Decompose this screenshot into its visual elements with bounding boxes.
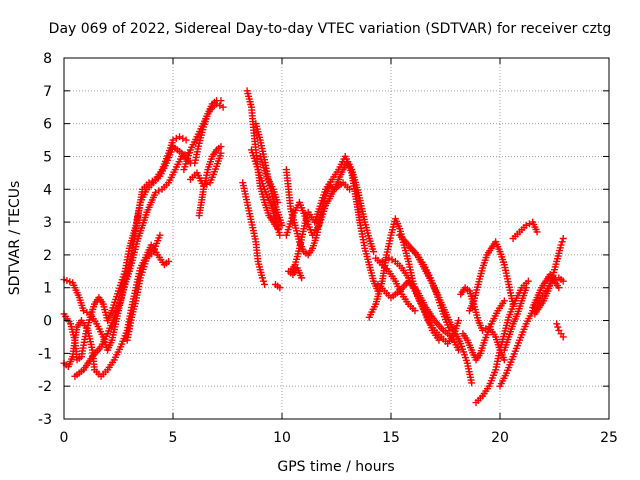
data-point-marker <box>559 333 567 341</box>
data-point-marker <box>411 307 419 315</box>
series-track-33 <box>531 235 567 318</box>
series-track-19 <box>285 264 306 282</box>
y-tick-label: 7 <box>43 84 52 100</box>
axis-ticks <box>63 57 610 420</box>
data-point-marker <box>346 185 354 193</box>
series-track-34 <box>553 320 567 341</box>
y-tick-label: 1 <box>43 281 52 297</box>
data-point-marker <box>276 231 284 239</box>
data-point-marker <box>468 379 476 387</box>
data-point-marker <box>533 228 541 236</box>
y-axis-label: SDTVAR / TECUs <box>7 181 23 296</box>
y-tick-labels: -3 -2 -1 0 1 2 3 4 5 6 7 8 <box>38 51 52 428</box>
data-point-marker <box>559 235 567 242</box>
series-track-26 <box>459 297 508 364</box>
series-track-15 <box>271 280 284 292</box>
data-point-marker <box>274 198 282 206</box>
series-track-25 <box>407 244 454 334</box>
data-point-marker <box>555 284 563 292</box>
x-tick-label: 10 <box>273 430 291 446</box>
data-point-marker <box>298 274 306 282</box>
data-point-marker <box>455 346 463 354</box>
x-axis-label: GPS time / hours <box>277 459 394 475</box>
data-point-marker <box>217 97 225 105</box>
data-point-marker <box>500 356 508 364</box>
y-tick-label: -2 <box>38 379 52 395</box>
y-tick-label: 2 <box>43 248 52 264</box>
x-tick-label: 0 <box>60 430 69 446</box>
series-track-27 <box>465 238 517 315</box>
series-track-9 <box>186 149 225 190</box>
y-tick-label: 0 <box>43 314 52 330</box>
data-point-marker <box>258 274 266 282</box>
series-track-17 <box>287 152 378 275</box>
data-point-marker <box>217 149 225 157</box>
series-track-11 <box>239 179 269 288</box>
series-track-35 <box>500 284 530 354</box>
series-track-13 <box>247 146 284 239</box>
data-point-marker <box>278 221 286 229</box>
data-point-marker <box>553 320 561 328</box>
data-point-marker <box>557 241 565 249</box>
data-point-marker <box>276 284 284 292</box>
series-track-18 <box>282 179 354 239</box>
data-point-marker <box>446 326 454 334</box>
y-tick-label: -3 <box>38 412 52 428</box>
data-point-marker <box>219 103 227 111</box>
data-point-marker <box>165 257 173 265</box>
data-point-marker <box>156 231 164 239</box>
series-track-8 <box>191 100 227 167</box>
data-point-marker <box>370 248 378 256</box>
data-point-marker <box>259 277 267 285</box>
data-point-marker <box>182 136 190 144</box>
series-track-22 <box>374 277 463 354</box>
y-tick-label: 6 <box>43 117 52 133</box>
x-tick-label: 20 <box>491 430 509 446</box>
data-point-marker <box>558 238 566 246</box>
data-point-marker <box>500 297 508 305</box>
data-point-marker <box>217 143 225 151</box>
data-point-marker <box>522 284 530 292</box>
x-tick-label: 15 <box>382 430 400 446</box>
series-track-24 <box>372 254 419 315</box>
data-point-marker <box>524 277 532 285</box>
series-track-28 <box>457 284 508 364</box>
x-tick-label: 25 <box>600 430 618 446</box>
series-track-31 <box>509 218 541 242</box>
y-tick-label: -1 <box>38 346 52 362</box>
series-track-32 <box>529 271 563 311</box>
data-point-marker <box>559 277 567 285</box>
y-tick-label: 5 <box>43 149 52 165</box>
series-track-4 <box>71 149 192 380</box>
data-points <box>60 87 567 407</box>
y-tick-label: 8 <box>43 51 52 67</box>
x-tick-labels: 0 5 10 15 20 25 <box>60 430 618 446</box>
data-point-marker <box>455 317 463 325</box>
series-track-14 <box>256 152 282 206</box>
data-point-marker <box>554 323 562 331</box>
x-tick-label: 5 <box>169 430 178 446</box>
plot-frame <box>63 57 610 420</box>
data-point-marker <box>261 280 269 288</box>
y-tick-label: 4 <box>43 182 52 198</box>
chart-title: Day 069 of 2022, Sidereal Day-to-day VTE… <box>49 21 612 37</box>
y-tick-label: 3 <box>43 215 52 231</box>
series-track-5 <box>123 231 164 344</box>
